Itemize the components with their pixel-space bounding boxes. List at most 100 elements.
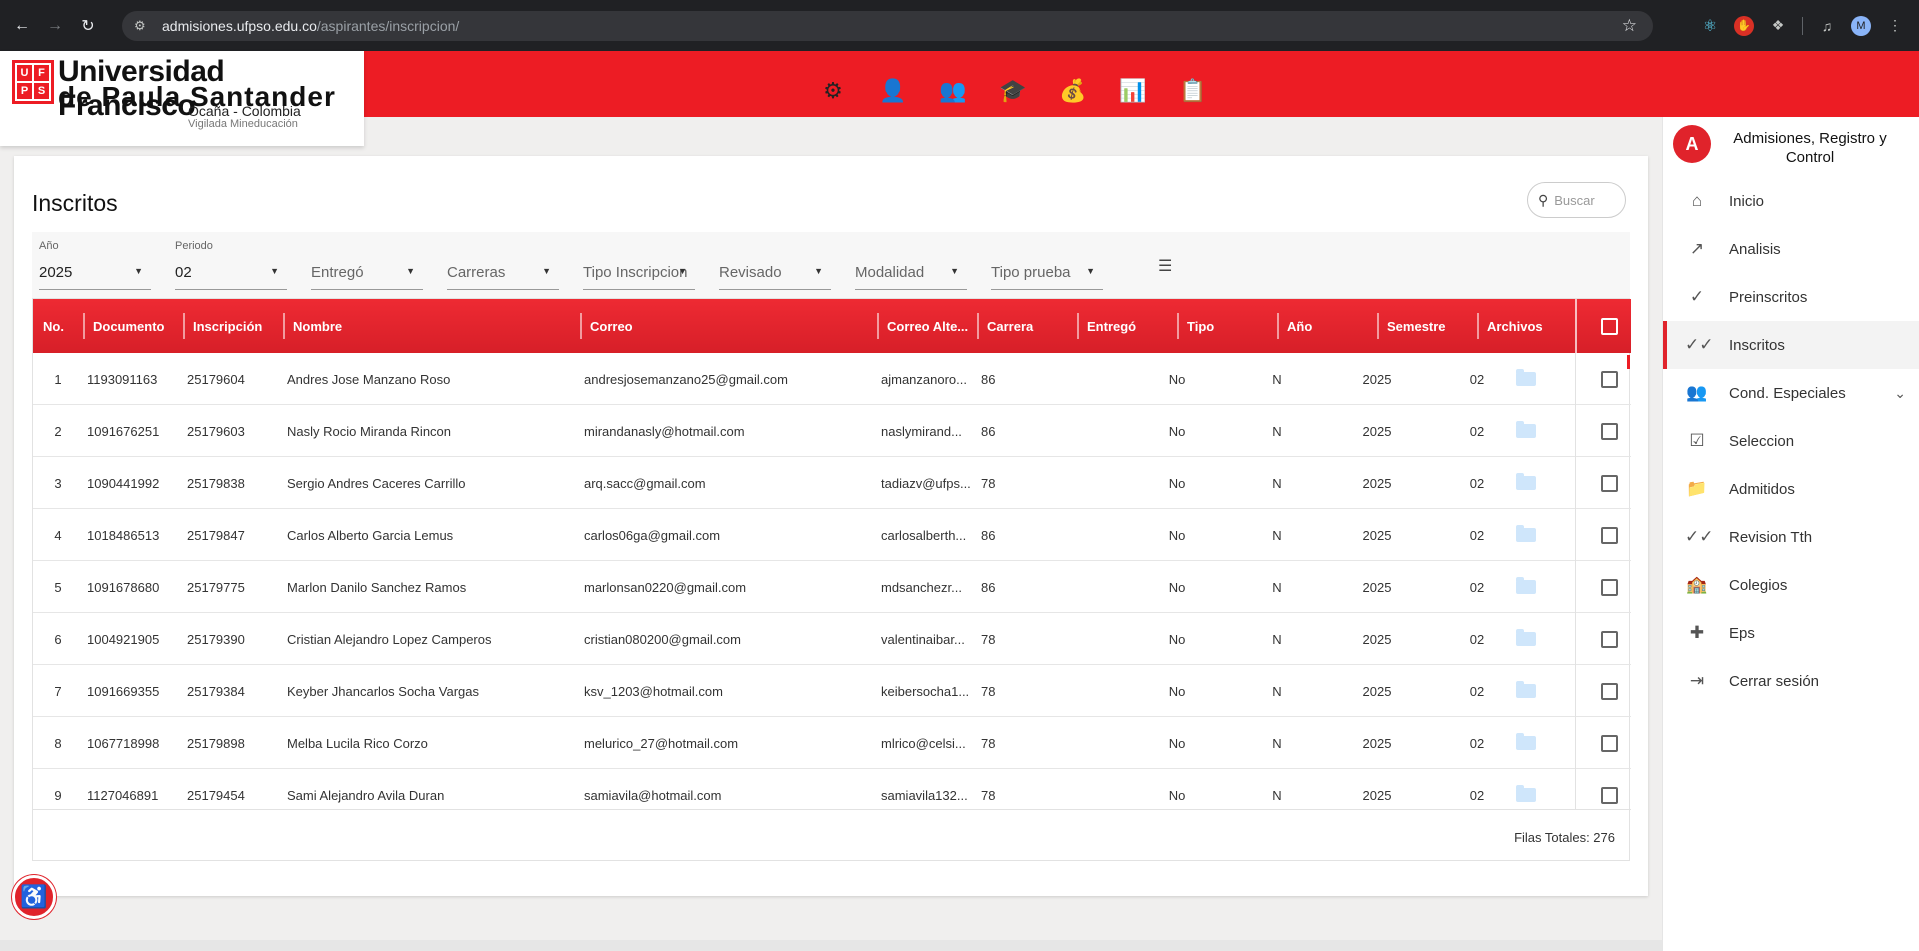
- sidebar-item-colegios[interactable]: 🏫 Colegios: [1663, 561, 1919, 609]
- reload-icon[interactable]: ↻: [81, 17, 95, 35]
- column-header-nombre[interactable]: Nombre: [293, 318, 343, 334]
- folder-icon[interactable]: [1516, 785, 1536, 802]
- filter-tipo-prueba[interactable]: Tipo prueba ▼: [984, 232, 1103, 300]
- column-header-semestre[interactable]: Semestre: [1387, 318, 1446, 334]
- cell-carrera: 78: [981, 475, 996, 491]
- student-person-icon[interactable]: 👤: [879, 78, 907, 103]
- folder-icon[interactable]: [1516, 681, 1536, 698]
- column-header-tipo[interactable]: Tipo: [1187, 318, 1215, 334]
- group-people-icon[interactable]: 👥: [939, 78, 967, 103]
- filter-tipo-inscripcion[interactable]: Tipo Inscripcion ▼: [576, 232, 695, 300]
- filter-revisado[interactable]: Revisado ▼: [712, 232, 831, 300]
- chevron-down-icon[interactable]: ⌄: [1894, 384, 1906, 401]
- search-input[interactable]: ⚲ Buscar: [1527, 182, 1626, 218]
- logo-mark-letter: P: [17, 83, 32, 99]
- folder-icon[interactable]: [1516, 629, 1536, 646]
- row-checkbox[interactable]: [1601, 683, 1618, 700]
- sidebar-item-admitidos[interactable]: 📁 Admitidos: [1663, 465, 1919, 513]
- logo-mark-letter: S: [34, 83, 49, 99]
- table-row[interactable]: 8 1067718998 25179898 Melba Lucila Rico …: [33, 717, 1631, 769]
- extensions-puzzle-icon[interactable]: ❖: [1771, 17, 1785, 33]
- sidebar-item-inicio[interactable]: ⌂ Inicio: [1663, 177, 1919, 225]
- accessibility-icon[interactable]: ♿: [12, 875, 56, 919]
- cell-archivos: [1477, 613, 1575, 665]
- row-checkbox[interactable]: [1601, 527, 1618, 544]
- bookmark-star-icon[interactable]: ☆: [1621, 16, 1637, 35]
- folder-icon[interactable]: [1516, 369, 1536, 386]
- table-row[interactable]: 5 1091678680 25179775 Marlon Danilo Sanc…: [33, 561, 1631, 613]
- right-sidebar: A Admisiones, Registro y Control ⌂ Inici…: [1662, 117, 1919, 951]
- filter-label: Año: [39, 240, 59, 252]
- cell-archivos: [1477, 353, 1575, 405]
- filter-periodo[interactable]: Periodo 02 ▼: [168, 232, 287, 300]
- table-row[interactable]: 4 1018486513 25179847 Carlos Alberto Gar…: [33, 509, 1631, 561]
- address-bar[interactable]: ⚙ admisiones.ufpso.edu.co/aspirantes/ins…: [122, 11, 1653, 41]
- sidebar-item-label: Inicio: [1729, 192, 1765, 210]
- media-control-icon[interactable]: ♫: [1821, 17, 1833, 34]
- forward-icon[interactable]: →: [47, 16, 63, 34]
- cell-correo-alterno: tadiazv@ufps...: [881, 475, 971, 491]
- folder-icon[interactable]: [1516, 525, 1536, 542]
- select-all-checkbox[interactable]: [1601, 318, 1618, 335]
- sidebar-item-eps[interactable]: ✚ Eps: [1663, 609, 1919, 657]
- toolbar-separator: [1802, 16, 1803, 35]
- user-avatar[interactable]: A: [1673, 125, 1711, 163]
- browser-menu-icon[interactable]: ⋮: [1888, 17, 1902, 33]
- column-header-ano[interactable]: Año: [1287, 318, 1313, 334]
- sidebar-item-analisis[interactable]: ↗ Analisis: [1663, 225, 1919, 273]
- university-logo[interactable]: U F P S Universidad Francisco de Paula S…: [0, 51, 364, 146]
- graduate-icon[interactable]: 🎓: [999, 78, 1027, 103]
- presentation-board-icon[interactable]: 📊: [1119, 78, 1147, 103]
- checklist-icon[interactable]: 📋: [1179, 78, 1207, 103]
- sidebar-item-cond-especiales[interactable]: 👥 Cond. Especiales ⌄: [1663, 369, 1919, 417]
- filter-list-icon[interactable]: ☰: [1158, 258, 1173, 275]
- sidebar-item-preinscritos[interactable]: ✓ Preinscritos: [1663, 273, 1919, 321]
- row-checkbox[interactable]: [1601, 475, 1618, 492]
- column-header-correo[interactable]: Correo: [590, 318, 633, 334]
- back-icon[interactable]: ←: [14, 16, 30, 34]
- site-info-icon[interactable]: ⚙: [134, 18, 146, 33]
- row-checkbox[interactable]: [1601, 787, 1618, 804]
- sidebar-item-inscritos[interactable]: ✓✓ Inscritos: [1663, 321, 1919, 369]
- column-header-entrego[interactable]: Entregó: [1087, 318, 1137, 334]
- table-scrollbar[interactable]: [1627, 355, 1630, 369]
- column-header-inscripcion[interactable]: Inscripción: [193, 318, 263, 334]
- filter-modalidad[interactable]: Modalidad ▼: [848, 232, 967, 300]
- logo-vigilada: Vigilada Mineducación: [188, 118, 298, 130]
- table-row[interactable]: 7 1091669355 25179384 Keyber Jhancarlos …: [33, 665, 1631, 717]
- table-row[interactable]: 9 1127046891 25179454 Sami Alejandro Avi…: [33, 769, 1631, 809]
- folder-icon[interactable]: [1516, 421, 1536, 438]
- profile-avatar[interactable]: M: [1851, 15, 1871, 36]
- sidebar-item-cerrar-sesion[interactable]: ⇥ Cerrar sesión: [1663, 657, 1919, 705]
- sidebar-item-seleccion[interactable]: ☑ Seleccion: [1663, 417, 1919, 465]
- filter-carreras[interactable]: Carreras ▼: [440, 232, 559, 300]
- settings-gear-head-icon[interactable]: ⚙: [823, 78, 843, 103]
- folder-icon[interactable]: [1516, 473, 1536, 490]
- column-header-carrera[interactable]: Carrera: [987, 318, 1034, 334]
- folder-icon[interactable]: [1516, 733, 1536, 750]
- column-header-no[interactable]: No.: [43, 318, 64, 334]
- cell-inscripcion: 25179775: [187, 579, 245, 595]
- table-row[interactable]: 2 1091676251 25179603 Nasly Rocio Mirand…: [33, 405, 1631, 457]
- folder-icon[interactable]: [1516, 577, 1536, 594]
- row-checkbox[interactable]: [1601, 631, 1618, 648]
- stop-extension-icon[interactable]: ✋: [1734, 15, 1754, 36]
- table-row[interactable]: 6 1004921905 25179390 Cristian Alejandro…: [33, 613, 1631, 665]
- column-header-correo-alterno[interactable]: Correo Alte...: [887, 318, 969, 334]
- row-checkbox[interactable]: [1601, 735, 1618, 752]
- table-row[interactable]: 3 1090441992 25179838 Sergio Andres Cace…: [33, 457, 1631, 509]
- sidebar-item-revision-tth[interactable]: ✓✓ Revision Tth: [1663, 513, 1919, 561]
- row-checkbox[interactable]: [1601, 371, 1618, 388]
- row-checkbox[interactable]: [1601, 423, 1618, 440]
- sidebar-item-label: Cond. Especiales: [1729, 384, 1846, 402]
- money-bag-icon[interactable]: 💰: [1059, 78, 1087, 103]
- row-checkbox[interactable]: [1601, 579, 1618, 596]
- trending-icon: ↗: [1689, 239, 1705, 258]
- react-devtools-icon[interactable]: ⚛: [1702, 17, 1718, 35]
- cell-nombre: Sergio Andres Caceres Carrillo: [287, 475, 466, 491]
- table-row[interactable]: 1 1193091163 25179604 Andres Jose Manzan…: [33, 353, 1631, 405]
- filter-entrego[interactable]: Entregó ▼: [304, 232, 423, 300]
- column-header-documento[interactable]: Documento: [93, 318, 165, 334]
- column-header-archivos[interactable]: Archivos: [1487, 318, 1543, 334]
- filter-ano[interactable]: Año 2025 ▼: [32, 232, 151, 300]
